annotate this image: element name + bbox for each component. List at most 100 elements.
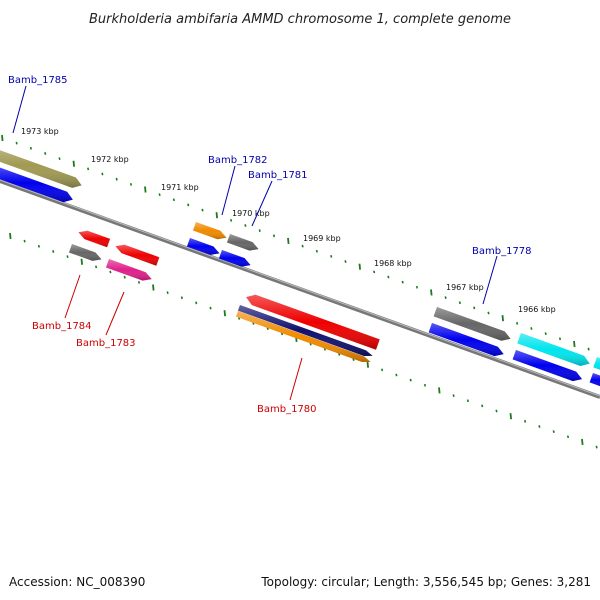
minor-tick <box>44 152 47 155</box>
topology-text: Topology: circular; Length: 3,556,545 bp… <box>260 575 591 589</box>
gene-label-bamb-1782[interactable]: Bamb_1782 <box>208 155 268 166</box>
gene-grey-1784[interactable] <box>68 244 102 261</box>
gene-blue-1778[interactable] <box>428 323 504 357</box>
minor-tick <box>452 394 455 397</box>
minor-tick <box>481 404 484 408</box>
minor-tick <box>330 255 333 258</box>
major-tick <box>581 438 584 446</box>
ruler-label: 1971 kbp <box>161 183 199 192</box>
gene-blue-a[interactable] <box>186 238 220 255</box>
major-tick <box>501 315 504 322</box>
gene-label-bamb-1781[interactable]: Bamb_1781 <box>248 170 308 181</box>
minor-tick <box>395 373 398 377</box>
minor-tick <box>95 265 98 269</box>
minor-tick <box>37 244 40 248</box>
minor-tick <box>52 250 55 253</box>
major-tick <box>573 340 576 348</box>
minor-tick <box>87 167 90 171</box>
ruler-label: 1967 kbp <box>446 283 484 292</box>
chromosome-backbone <box>0 179 600 399</box>
major-tick <box>430 289 433 296</box>
major-tick <box>1 134 4 142</box>
ruler-label: 1970 kbp <box>232 209 270 218</box>
minor-tick <box>301 244 304 248</box>
gene-blue-b[interactable] <box>218 250 251 267</box>
major-tick <box>438 387 441 394</box>
ruler-label: 1966 kbp <box>518 305 556 314</box>
minor-tick <box>187 203 190 207</box>
gene-orange-1782[interactable] <box>192 222 227 240</box>
ruler-label: 1972 kbp <box>91 155 129 164</box>
gene-red-1780[interactable] <box>246 294 380 350</box>
major-tick <box>72 160 75 167</box>
minor-tick <box>401 280 404 284</box>
minor-tick <box>409 378 412 382</box>
minor-tick <box>244 224 247 227</box>
leader-bamb-1783 <box>105 291 125 336</box>
major-tick <box>152 284 155 291</box>
gene-orange-1780[interactable] <box>235 311 371 363</box>
minor-tick <box>566 435 570 439</box>
minor-tick <box>538 425 541 428</box>
gene-top-left[interactable] <box>0 143 82 188</box>
minor-tick <box>66 255 69 258</box>
ruler-labels: 1973 kbp 1972 kbp 1971 kbp 1970 kbp 1969… <box>21 127 556 314</box>
minor-tick <box>272 234 276 238</box>
minor-tick <box>166 291 169 295</box>
gene-label-bamb-1784[interactable]: Bamb_1784 <box>32 321 92 332</box>
major-tick <box>144 186 147 193</box>
minor-tick <box>587 347 590 351</box>
gene-red-a[interactable] <box>78 230 111 248</box>
minor-tick <box>123 275 126 279</box>
minor-tick <box>552 430 555 434</box>
leader-bamb-1780 <box>289 357 303 401</box>
minor-tick <box>230 218 233 222</box>
major-tick <box>509 413 512 420</box>
label-leaders <box>12 85 498 401</box>
major-tick <box>223 310 226 317</box>
minor-tick <box>109 270 112 274</box>
gene-grey-1781[interactable] <box>226 234 259 251</box>
gene-pink-1783[interactable] <box>105 259 152 281</box>
gene-label-bamb-1783[interactable]: Bamb_1783 <box>76 338 136 349</box>
major-tick <box>358 263 361 270</box>
minor-tick <box>180 296 183 300</box>
gene-label-bamb-1778[interactable]: Bamb_1778 <box>472 246 532 257</box>
leader-bamb-1784 <box>64 274 81 319</box>
minor-tick <box>137 280 141 284</box>
leader-bamb-1781 <box>251 180 273 227</box>
minor-tick <box>473 306 476 310</box>
leader-bamb-1778 <box>482 255 498 305</box>
chromosome-backbone-highlight <box>0 179 600 397</box>
minor-tick <box>23 239 26 243</box>
minor-tick <box>172 198 175 202</box>
minor-tick <box>101 172 104 176</box>
minor-tick <box>58 157 61 160</box>
gene-red-b[interactable] <box>115 244 160 266</box>
leader-bamb-1785 <box>12 85 27 134</box>
gene-label-bamb-1785[interactable]: Bamb_1785 <box>8 75 68 86</box>
gene-features <box>0 143 600 387</box>
minor-tick <box>129 182 133 186</box>
ruler-label: 1968 kbp <box>374 259 412 268</box>
ruler-label: 1969 kbp <box>303 234 341 243</box>
leader-bamb-1782 <box>221 165 236 216</box>
gene-cyan-edge[interactable] <box>593 357 600 372</box>
minor-tick <box>495 409 498 413</box>
minor-tick <box>115 177 118 181</box>
minor-tick <box>195 301 198 305</box>
accession-text: Accession: NC_008390 <box>9 575 145 589</box>
minor-tick <box>201 208 204 212</box>
minor-tick <box>415 285 419 289</box>
gene-navy-1780[interactable] <box>237 305 373 357</box>
gene-label-bamb-1780[interactable]: Bamb_1780 <box>257 404 317 415</box>
gene-blue-left[interactable] <box>0 164 73 203</box>
gene-grey-1778[interactable] <box>433 307 511 341</box>
gene-blue-right[interactable] <box>512 350 583 382</box>
gene-cyan[interactable] <box>517 333 590 367</box>
gene-labels: Bamb_1785 Bamb_1782 Bamb_1781 Bamb_1778 … <box>8 75 532 415</box>
map-title: Burkholderia ambifaria AMMD chromosome 1… <box>89 12 511 27</box>
gene-blue-edge[interactable] <box>589 373 600 387</box>
major-tick <box>215 212 218 219</box>
